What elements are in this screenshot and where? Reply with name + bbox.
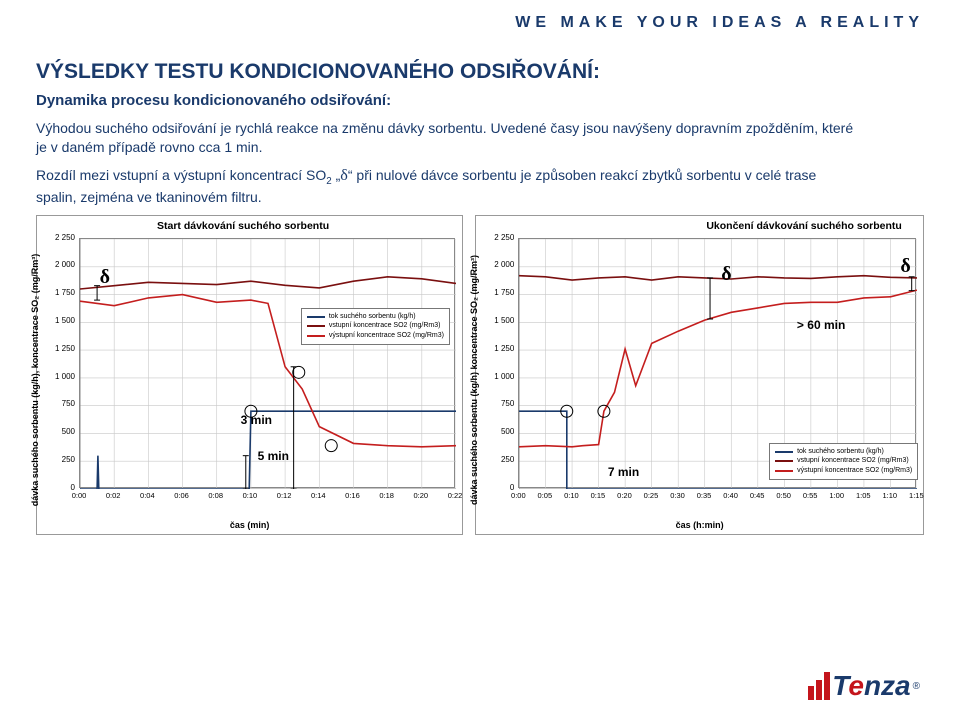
chart-right-ylabel: dávka suchého sorbentu (kg/h) koncentrac…	[469, 255, 479, 505]
chart-legend: tok suchého sorbentu (kg/h)vstupní konce…	[769, 443, 918, 480]
xtick-label: 0:20	[414, 491, 429, 500]
logo-bars-icon	[808, 672, 830, 700]
ytick-label: 2 250	[484, 233, 514, 242]
chart-left-panel: Start dávkování suchého sorbentu dávka s…	[36, 215, 463, 535]
main-content: VÝSLEDKY TESTU KONDICIONOVANÉHO ODSIŘOVÁ…	[0, 0, 960, 535]
ytick-label: 500	[484, 427, 514, 436]
ytick-label: 0	[45, 483, 75, 492]
chart-annotation: 7 min	[608, 465, 639, 479]
chart-annotation: > 60 min	[797, 318, 845, 332]
xtick-label: 0:30	[670, 491, 685, 500]
xtick-label: 0:00	[511, 491, 526, 500]
ytick-label: 1 000	[484, 372, 514, 381]
ytick-label: 250	[484, 455, 514, 464]
xtick-label: 0:02	[106, 491, 121, 500]
ytick-label: 1 750	[484, 288, 514, 297]
chart-right-xlabel: čas (h:min)	[676, 520, 724, 530]
ytick-label: 2 000	[45, 260, 75, 269]
ytick-label: 1 500	[484, 316, 514, 325]
xtick-label: 0:40	[723, 491, 738, 500]
xtick-label: 0:12	[277, 491, 292, 500]
chart-legend: tok suchého sorbentu (kg/h)vstupní konce…	[301, 308, 450, 345]
chart-left-ylabel: dávka suchého sorbentu (kg/h), koncentra…	[30, 253, 40, 506]
chart-annotation: δ	[721, 263, 731, 286]
xtick-label: 0:04	[140, 491, 155, 500]
xtick-label: 0:14	[311, 491, 326, 500]
xtick-label: 0:35	[697, 491, 712, 500]
ytick-label: 750	[484, 399, 514, 408]
xtick-label: 0:05	[538, 491, 553, 500]
xtick-label: 0:18	[379, 491, 394, 500]
xtick-label: 0:15	[591, 491, 606, 500]
xtick-label: 0:08	[208, 491, 223, 500]
chart-annotation: 3 min	[241, 413, 272, 427]
ytick-label: 1 000	[45, 372, 75, 381]
ytick-label: 2 250	[45, 233, 75, 242]
xtick-label: 0:50	[776, 491, 791, 500]
chart-annotation: δ	[900, 255, 910, 278]
xtick-label: 0:45	[750, 491, 765, 500]
xtick-label: 0:20	[617, 491, 632, 500]
chart-annotation: 5 min	[258, 449, 289, 463]
ytick-label: 1 250	[484, 344, 514, 353]
xtick-label: 0:55	[803, 491, 818, 500]
xtick-label: 1:00	[829, 491, 844, 500]
xtick-label: 1:15	[909, 491, 924, 500]
paragraph-1: Výhodou suchého odsiřování je rychlá rea…	[36, 119, 856, 157]
xtick-label: 1:05	[856, 491, 871, 500]
xtick-label: 0:25	[644, 491, 659, 500]
ytick-label: 0	[484, 483, 514, 492]
paragraph-2: Rozdíl mezi vstupní a výstupní koncentra…	[36, 165, 856, 207]
xtick-label: 0:10	[243, 491, 258, 500]
xtick-label: 0:00	[72, 491, 87, 500]
ytick-label: 750	[45, 399, 75, 408]
chart-right-panel: Ukončení dávkování suchého sorbentu dávk…	[475, 215, 924, 535]
xtick-label: 0:16	[345, 491, 360, 500]
ytick-label: 1 750	[45, 288, 75, 297]
logo-reg: ®	[913, 681, 920, 692]
ytick-label: 500	[45, 427, 75, 436]
chart-right-title: Ukončení dávkování suchého sorbentu	[706, 220, 901, 232]
xtick-label: 1:10	[882, 491, 897, 500]
page-heading: VÝSLEDKY TESTU KONDICIONOVANÉHO ODSIŘOVÁ…	[36, 60, 924, 84]
page-subtitle: Dynamika procesu kondicionovaného odsiřo…	[36, 92, 924, 109]
ytick-label: 250	[45, 455, 75, 464]
logo: Tenza ®	[808, 670, 920, 702]
chart-left-title: Start dávkování suchého sorbentu	[157, 220, 329, 232]
ytick-label: 1 500	[45, 316, 75, 325]
ytick-label: 2 000	[484, 260, 514, 269]
xtick-label: 0:10	[564, 491, 579, 500]
logo-text: Tenza	[832, 670, 910, 702]
xtick-label: 0:22	[448, 491, 463, 500]
chart-annotation: δ	[100, 266, 110, 289]
chart-left-xlabel: čas (min)	[230, 520, 270, 530]
tagline: WE MAKE YOUR IDEAS A REALITY	[515, 14, 924, 32]
xtick-label: 0:06	[174, 491, 189, 500]
ytick-label: 1 250	[45, 344, 75, 353]
charts-row: Start dávkování suchého sorbentu dávka s…	[36, 215, 924, 535]
